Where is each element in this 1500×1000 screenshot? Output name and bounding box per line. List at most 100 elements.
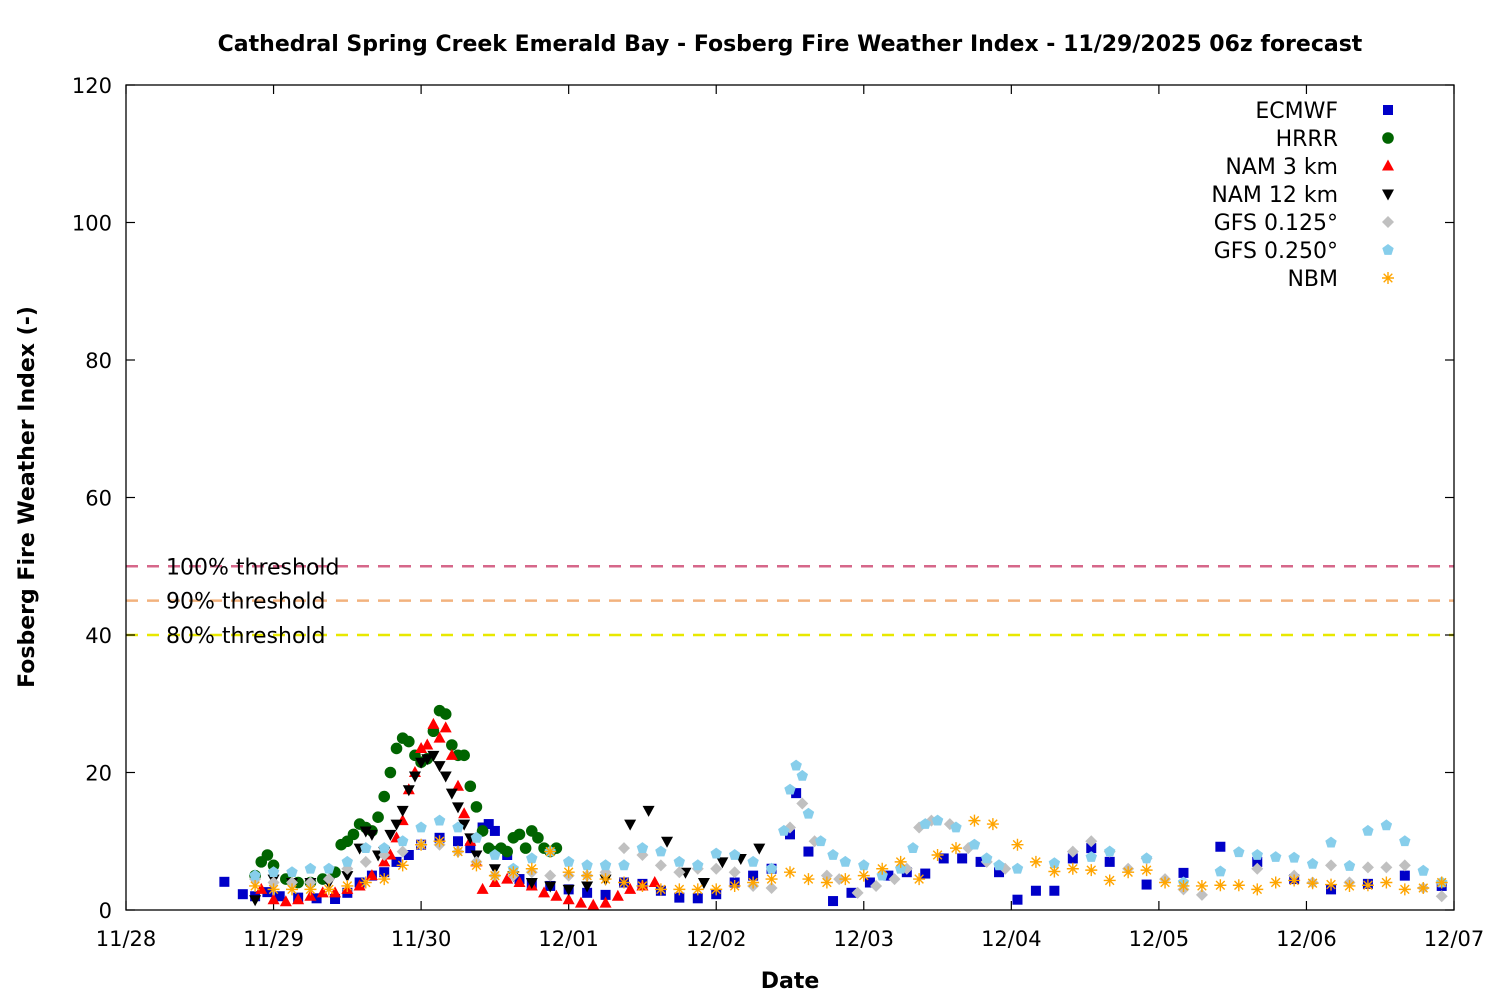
legend-marker [1382, 216, 1394, 228]
data-point [938, 853, 949, 864]
data-point [396, 845, 409, 858]
data-point [716, 857, 729, 869]
data-point [673, 866, 686, 879]
data-point [661, 836, 674, 848]
data-point [636, 842, 649, 853]
data-point [1011, 838, 1024, 851]
data-point [433, 731, 446, 743]
data-point [359, 855, 372, 868]
data-point [488, 869, 501, 882]
plot-frame [125, 84, 1455, 911]
data-point [1048, 865, 1061, 878]
data-point [1252, 856, 1263, 867]
data-point [330, 894, 341, 904]
data-point [372, 811, 384, 823]
data-point [642, 805, 655, 817]
data-point [550, 889, 563, 901]
legend-marker [1382, 244, 1394, 255]
data-point [341, 855, 353, 867]
data-point [452, 845, 464, 858]
data-point [365, 829, 378, 841]
data-point [1233, 846, 1245, 858]
data-point [267, 893, 280, 905]
data-point [347, 828, 360, 841]
legend-label: GFS 0.250° [1214, 239, 1338, 264]
data-point [986, 818, 999, 831]
data-point [728, 879, 741, 892]
data-point [790, 759, 802, 771]
data-point [839, 873, 852, 886]
data-point [1232, 879, 1245, 892]
data-point [439, 721, 452, 733]
data-point [384, 766, 397, 779]
data-point [778, 824, 790, 836]
data-point [802, 873, 815, 886]
data-point [513, 828, 526, 841]
data-point [249, 895, 262, 907]
data-point [1269, 876, 1282, 889]
data-point [304, 862, 317, 874]
data-point [1325, 836, 1337, 848]
data-point [237, 889, 248, 900]
data-point [857, 869, 870, 882]
data-point [458, 819, 471, 831]
data-point [747, 876, 760, 889]
data-point [1251, 849, 1263, 860]
data-point [931, 849, 944, 861]
data-point [648, 876, 661, 887]
data-point [544, 869, 557, 882]
data-point [802, 807, 815, 819]
data-point [876, 862, 889, 875]
legend: ECMWF HRRR NAM 3 km NAM 12 km GFS 0.125° GFS … [1211, 99, 1394, 292]
data-point [378, 842, 390, 853]
data-point [526, 852, 538, 864]
data-point [870, 879, 883, 892]
data-point [692, 859, 704, 871]
data-point [1104, 856, 1115, 867]
data-point [458, 807, 471, 819]
data-point [316, 886, 329, 898]
data-point [618, 859, 630, 871]
data-point [433, 835, 446, 848]
x-tick-label: 12/03 [834, 927, 895, 951]
data-point [1435, 876, 1448, 889]
data-point [379, 867, 390, 878]
data-point [851, 886, 864, 899]
data-point [994, 867, 1005, 878]
data-point [458, 749, 470, 762]
data-point [365, 869, 378, 881]
threshold-label: 100% threshold [166, 555, 340, 580]
data-point [883, 870, 894, 881]
data-point [360, 842, 372, 853]
y-tick-label: 60 [85, 487, 112, 511]
y-tick-label: 100 [72, 212, 112, 236]
data-point [1251, 862, 1264, 875]
data-point [415, 838, 428, 851]
data-point [453, 836, 463, 847]
data-point [1361, 861, 1374, 874]
data-point [408, 771, 421, 783]
data-point [452, 779, 464, 791]
data-point [421, 754, 434, 766]
x-tick-label: 12/06 [1276, 927, 1337, 951]
data-point [562, 884, 575, 896]
data-point [396, 859, 409, 872]
data-point [445, 748, 458, 760]
data-point [710, 862, 723, 875]
data-point [888, 873, 901, 886]
data-point [655, 845, 667, 857]
legend-label: NAM 12 km [1211, 183, 1338, 208]
data-point [470, 801, 483, 813]
data-point [402, 785, 415, 797]
data-point [827, 849, 839, 860]
data-point [304, 883, 317, 896]
data-point [1066, 845, 1079, 858]
data-point [1398, 859, 1411, 872]
data-point [341, 879, 354, 892]
data-point [803, 846, 814, 857]
y-tick-label: 40 [85, 624, 112, 648]
data-point [384, 829, 397, 841]
data-point [267, 866, 280, 877]
data-point [748, 870, 759, 881]
